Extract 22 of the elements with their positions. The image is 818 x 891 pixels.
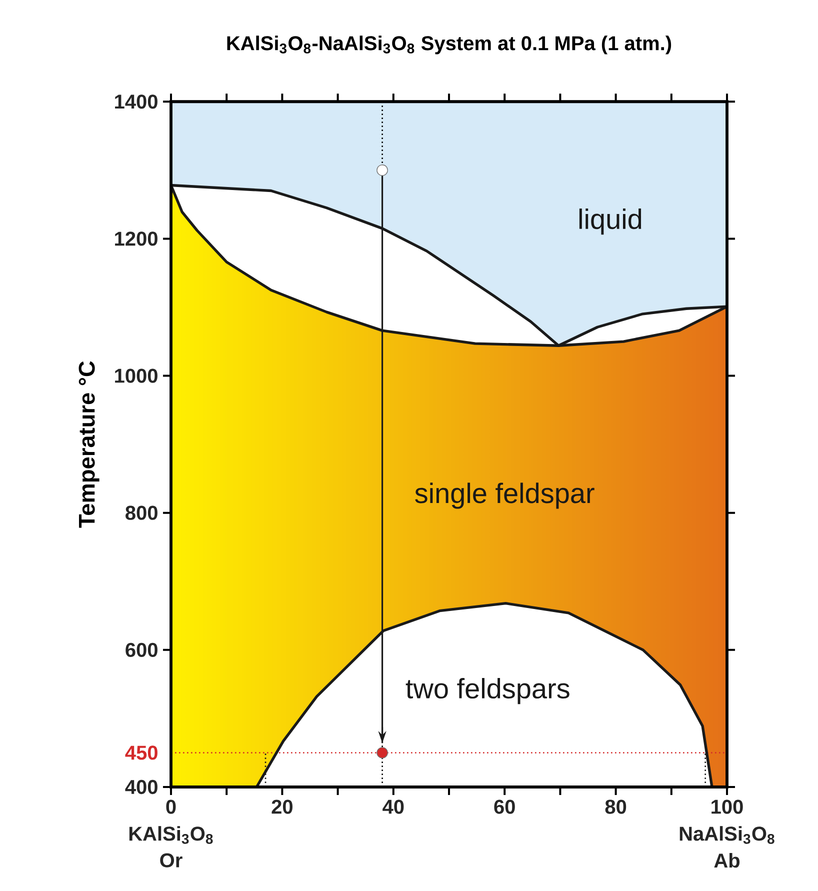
- y-tick-label: 400: [125, 780, 158, 794]
- ref-line-label: 450: [125, 746, 158, 760]
- annotation: liquid: [579, 208, 642, 235]
- y-axis-title: Temperature °C: [78, 361, 100, 528]
- x-tick-label: 40: [382, 800, 404, 814]
- x-tick-label: 100: [712, 800, 743, 814]
- annotation: two feldspars: [406, 678, 570, 704]
- chart-title: KAlSi$_{3}$O$_{8}$-NaAlSi$_{3}$O$_{8}$ System at 0.1 MPa (1 atm.): [227, 36, 672, 54]
- text: NaAlSi$_{3}$O$_{8}$: [680, 826, 774, 844]
- y-tick-label: 600: [126, 642, 158, 657]
- x-tick-label: 60: [494, 800, 515, 814]
- text: KAlSi$_{3}$O$_{8}$: [129, 826, 213, 844]
- y-tick-label: 1000: [115, 368, 158, 383]
- annotation: single feldspar: [415, 482, 594, 509]
- text: Or: [160, 853, 182, 868]
- x-tick-label: 0: [166, 800, 176, 814]
- x-tick-label: 20: [272, 800, 292, 814]
- text: Ab: [714, 852, 740, 868]
- y-tick-label: 800: [126, 506, 158, 520]
- x-tick-label: 80: [605, 800, 626, 814]
- y-tick-label: 1200: [115, 232, 158, 246]
- y-tick-label: 1400: [115, 94, 158, 109]
